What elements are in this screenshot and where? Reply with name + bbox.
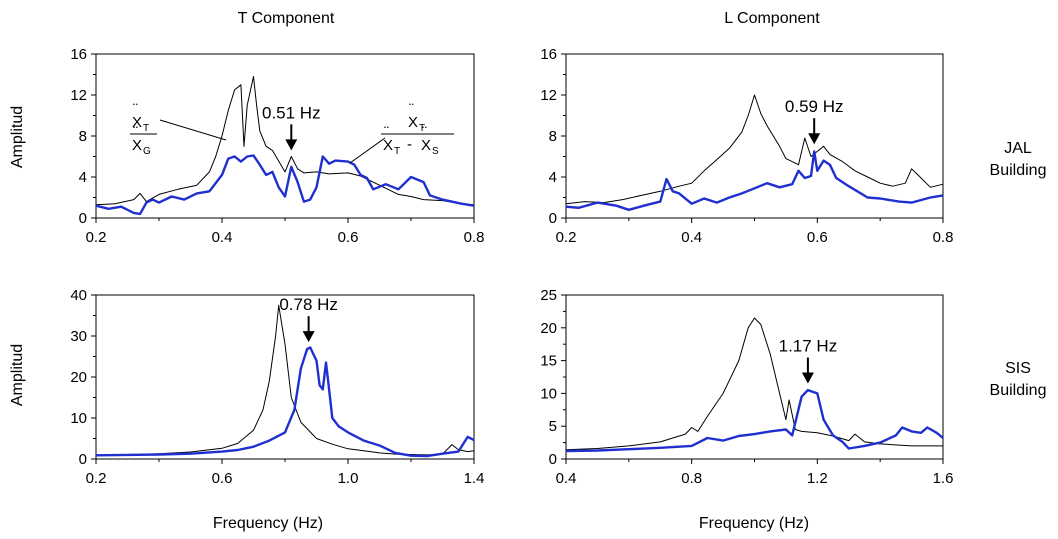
annotation-arrow-head-2	[302, 331, 315, 343]
formula-den-base: X	[132, 137, 142, 154]
panel-1: 0.2 0.4 0.6 0.8 0 4 8 12 16 0.59 Hz	[540, 46, 953, 246]
series-line-tf_relative-1	[565, 150, 944, 212]
formula-den-dots: ¨	[133, 124, 138, 141]
x-tick-label-0-2: 0.6	[338, 229, 359, 246]
xlabel-right: Frequency (Hz)	[699, 515, 809, 532]
y-tick-label-2-3: 30	[70, 328, 87, 345]
formula-num-base: X	[132, 114, 142, 131]
x-tick-label-0-0: 0.2	[86, 229, 107, 246]
y-tick-label-3-4: 20	[540, 320, 557, 337]
plot-frame-1	[565, 53, 944, 219]
y-tick-label-2-0: 0	[79, 451, 87, 468]
x-tick-label-0-3: 0.8	[464, 229, 485, 246]
panel-3: 0.4 0.8 1.2 1.6 0 5 10 15 20 25 1.17 Hz	[540, 287, 953, 487]
y-tick-label-1-2: 8	[549, 128, 557, 145]
y-tick-label-3-5: 25	[540, 287, 557, 304]
xlabel-left: Frequency (Hz)	[213, 515, 323, 532]
y-tick-label-1-0: 0	[549, 210, 557, 227]
y-tick-label-2-2: 20	[70, 369, 87, 386]
y-tick-label-0-1: 4	[79, 169, 87, 186]
y-tick-label-2-1: 10	[70, 410, 87, 427]
legend-formula-relative: X T ¨ X T ¨ - X S ¨	[381, 101, 454, 157]
annotation-arrow-head-0	[285, 139, 298, 151]
formula2-den-sub1: T	[394, 146, 400, 157]
x-tick-label-2-3: 1.4	[464, 470, 485, 487]
formula2-num-base: X	[408, 114, 418, 131]
column-title-l: L Component	[724, 10, 820, 27]
panel-2: 0.2 0.6 1.0 1.4 0 10 20 30 40 0.78 Hz	[70, 287, 484, 487]
series-line-tf_ground-0	[95, 76, 475, 206]
x-tick-label-2-2: 1.0	[338, 470, 359, 487]
x-tick-label-2-0: 0.2	[86, 470, 107, 487]
formula-den-sub: G	[143, 146, 151, 157]
x-tick-label-1-0: 0.2	[556, 229, 577, 246]
x-tick-label-2-1: 0.6	[212, 470, 233, 487]
x-tick-label-1-3: 0.8	[933, 229, 954, 246]
row-label-sis-line1: SIS	[1005, 360, 1031, 377]
formula2-num-sub: T	[419, 123, 425, 134]
formula-num-sub: T	[143, 123, 149, 134]
series-line-tf_relative-3	[565, 388, 944, 453]
y-tick-label-1-1: 4	[549, 169, 557, 186]
annotation-label-0: 0.51 Hz	[262, 103, 321, 122]
ylabel-top: Amplitud	[9, 106, 26, 168]
row-label-jal-line2: Building	[990, 162, 1047, 179]
x-tick-label-3-3: 1.6	[933, 470, 954, 487]
x-tick-label-3-1: 0.8	[681, 470, 702, 487]
x-tick-label-0-1: 0.4	[212, 229, 233, 246]
y-tick-label-1-4: 16	[540, 46, 557, 63]
row-label-jal-line1: JAL	[1004, 140, 1032, 157]
annotation-label-2: 0.78 Hz	[279, 295, 338, 314]
ylabel-bottom: Amplitud	[9, 344, 26, 406]
annotation-label-3: 1.17 Hz	[779, 337, 838, 356]
legend-pointer-ground	[159, 119, 227, 141]
y-tick-label-0-2: 8	[79, 128, 87, 145]
annotation-arrow-head-1	[808, 133, 821, 145]
y-tick-label-2-4: 40	[70, 287, 87, 304]
formula2-den-minus: -	[407, 136, 412, 153]
formula2-num-dots: ¨	[409, 101, 414, 118]
annotation-arrow-head-3	[801, 372, 814, 384]
row-label-sis-line2: Building	[990, 382, 1047, 399]
series-line-tf_ground-3	[565, 317, 943, 451]
x-tick-label-1-1: 0.4	[681, 229, 702, 246]
series-line-tf_relative-0	[95, 154, 475, 216]
formula-num-dots: ¨	[133, 101, 138, 118]
formula2-den-sub2: S	[432, 146, 439, 157]
y-tick-label-1-3: 12	[540, 87, 557, 104]
y-tick-label-3-0: 0	[549, 451, 557, 468]
legend-formula-ground: X T ¨ X G ¨	[130, 101, 157, 157]
chart-panels: 0.2 0.4 0.6 0.8 0 4 8 12 16 0.51 Hz 0.2 0.4 0.6 0.8 0 4…	[70, 46, 953, 487]
x-tick-label-3-0: 0.4	[556, 470, 577, 487]
y-tick-label-0-3: 12	[70, 87, 87, 104]
formula2-den-dots1: ¨	[384, 124, 389, 141]
formula2-den-base1: X	[383, 137, 393, 154]
annotation-label-1: 0.59 Hz	[785, 97, 844, 116]
formula2-den-base2: X	[421, 137, 431, 154]
series-line-tf_relative-2	[95, 346, 475, 458]
y-tick-label-0-0: 0	[79, 210, 87, 227]
y-tick-label-0-4: 16	[70, 46, 87, 63]
panel-0: 0.2 0.4 0.6 0.8 0 4 8 12 16 0.51 Hz	[70, 46, 484, 246]
formula2-den-dots2: ¨	[422, 124, 427, 141]
x-tick-label-1-2: 0.6	[807, 229, 828, 246]
plot-frame-2	[95, 294, 475, 460]
series-line-tf_ground-1	[565, 94, 944, 205]
y-tick-label-3-1: 5	[549, 418, 557, 435]
column-title-t: T Component	[238, 10, 335, 27]
x-tick-label-3-2: 1.2	[807, 470, 828, 487]
legend-pointer-relative	[349, 137, 386, 164]
y-tick-label-3-3: 15	[540, 353, 557, 370]
y-tick-label-3-2: 10	[540, 385, 557, 402]
